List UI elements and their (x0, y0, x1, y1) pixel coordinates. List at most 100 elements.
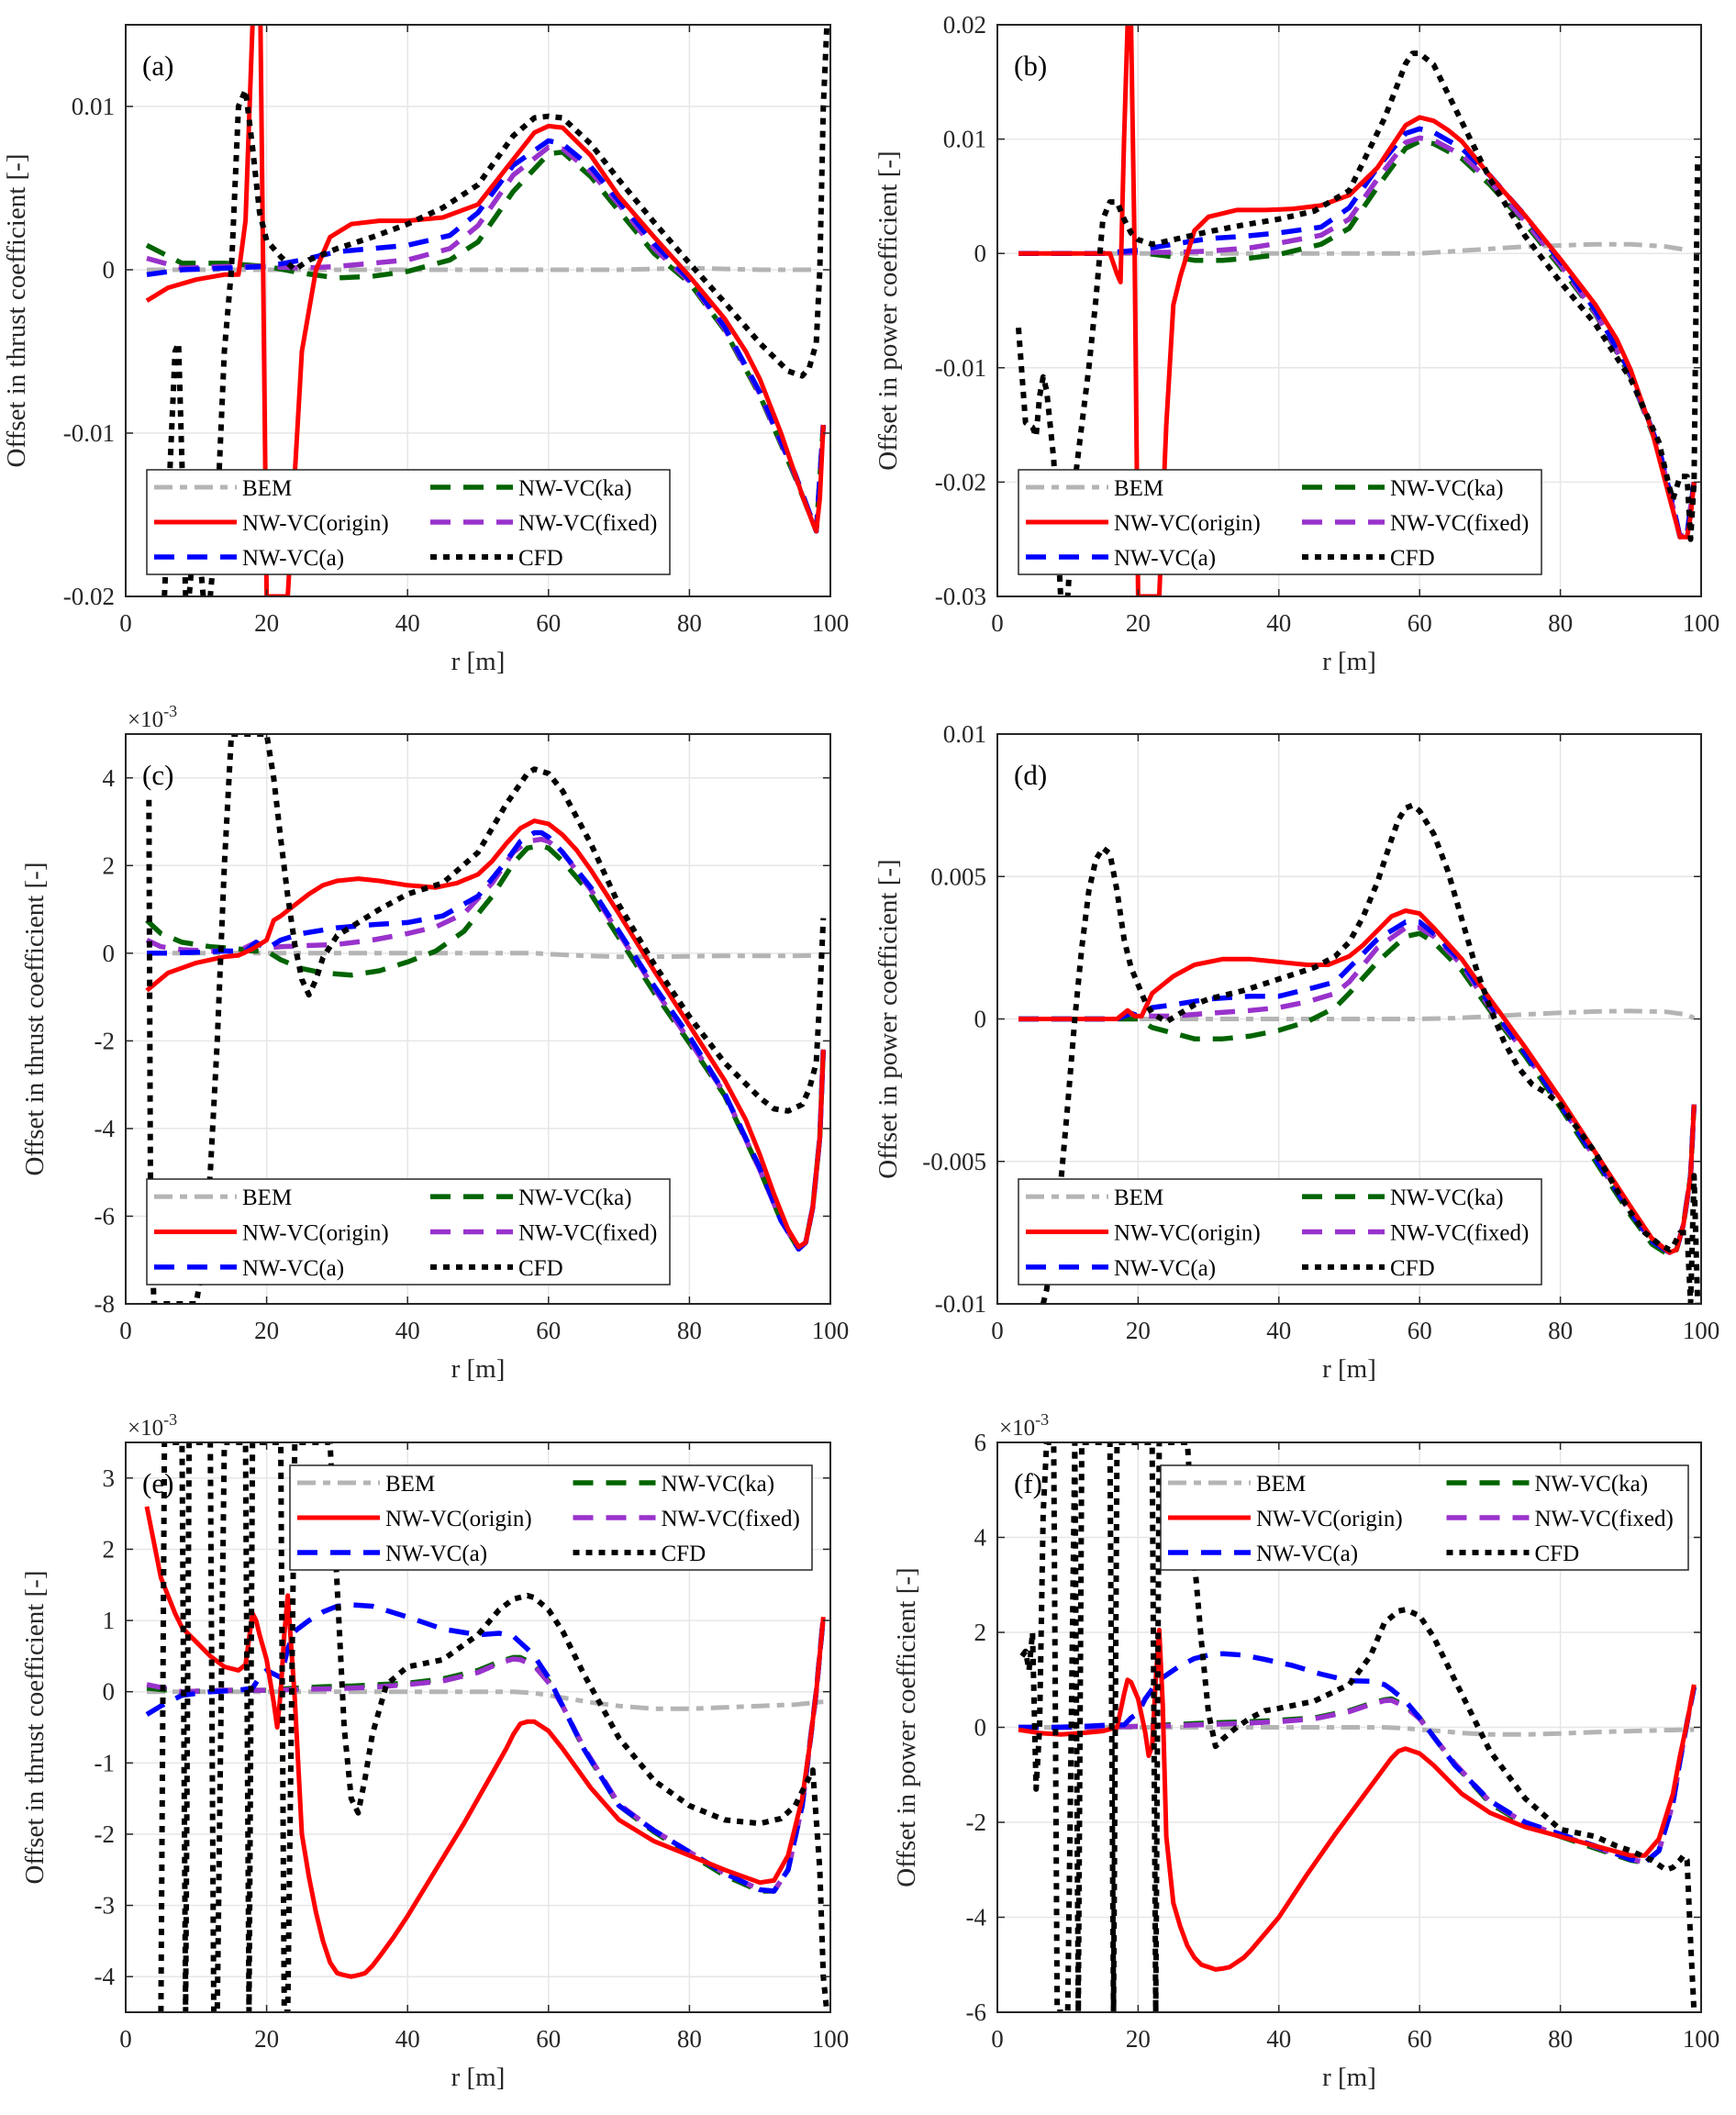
x-tick-label: 40 (1266, 2025, 1291, 2053)
y-axis-label: Offset in power coefficient [-] (892, 1567, 921, 1887)
x-tick-label: 20 (1126, 1317, 1151, 1344)
panel-a: 0 20 40 60 80 100 -0.02 -0.01 0 0.01 r [m] Offset i… (2, 24, 850, 676)
series-group (1018, 1442, 1697, 2012)
legend: BEM NW-VC(origin) NW-VC(a) NW-VC(ka) NW-VC(f… (146, 1178, 671, 1286)
x-tick-label: 40 (395, 1317, 420, 1344)
legend-label: NW-VC(a) (1114, 1256, 1216, 1281)
legend-label: NW-VC(fixed) (1390, 511, 1529, 536)
x-tick-label: 100 (1683, 2025, 1720, 2053)
series-group (145, 734, 827, 1304)
axes-box (125, 1442, 831, 2013)
series-group (1018, 802, 1701, 1304)
y-tick-label: 1 (103, 1607, 116, 1634)
y-tick-label: -0.005 (922, 1148, 986, 1175)
y-tick-label: -0.03 (935, 583, 986, 610)
x-axis-label: r [m] (451, 647, 506, 676)
series-line-bem (147, 951, 824, 960)
y-axis-label: Offset in thrust coefficient [-] (20, 863, 50, 1176)
y-tick-label: 4 (974, 1524, 987, 1552)
axes-box (996, 24, 1702, 597)
x-tick-label: 0 (119, 2025, 132, 2053)
series-line-bem (1018, 1008, 1696, 1021)
y-tick-label: -1 (95, 1749, 116, 1776)
x-tick-label: 60 (1408, 1317, 1432, 1344)
y-tick-label: -6 (95, 1202, 116, 1230)
x-tick-label: 40 (395, 609, 420, 637)
legend-label: BEM (1114, 476, 1163, 501)
y-tick-label: -6 (966, 1998, 987, 2026)
series-line-nw-vc-origin (1018, 1627, 1697, 1972)
legend-label: NW-VC(fixed) (662, 1507, 800, 1531)
x-tick-label: 0 (991, 609, 1004, 637)
y-tick-label: 0 (103, 940, 116, 967)
series-line-bem (1018, 241, 1688, 256)
x-tick-label: 40 (1266, 1317, 1291, 1344)
x-axis-label: r [m] (451, 1354, 506, 1384)
x-tick-label: 80 (1548, 1317, 1573, 1344)
legend-label: CFD (662, 1542, 707, 1566)
y-tick-label: -0.01 (935, 354, 986, 382)
series-line-nw-vc-fixed (146, 144, 827, 534)
legend-label: NW-VC(a) (1256, 1542, 1358, 1566)
series-line-bem (147, 265, 817, 273)
legend-label: NW-VC(ka) (518, 476, 632, 501)
y-tick-label: -8 (95, 1290, 116, 1318)
legend-label: BEM (385, 1472, 435, 1497)
panel-c: 0 20 40 60 80 100 -8 -6 -4 -2 0 2 4 ×10-3 r [m] Offset … (20, 702, 849, 1384)
x-tick-label: 20 (254, 609, 279, 637)
x-tick-label: 60 (536, 2025, 561, 2053)
series-line-nw-vc-a (1018, 1651, 1697, 1865)
x-axis-label: r [m] (1322, 1354, 1376, 1384)
legend-label: NW-VC(a) (242, 1256, 344, 1281)
y-axis-label: Offset in power coefficient [-] (874, 150, 903, 470)
legend-label: NW-VC(fixed) (518, 511, 657, 536)
series-line-cfd (1040, 802, 1701, 1304)
x-tick-label: 60 (536, 609, 561, 637)
series-line-nw-vc-a (1018, 126, 1697, 540)
series-line-nw-vc-origin (145, 25, 826, 596)
x-tick-label: 20 (1126, 609, 1151, 637)
legend: BEM NW-VC(origin) NW-VC(a) NW-VC(ka) NW-VC(f… (1018, 469, 1542, 575)
legend-label: NW-VC(a) (385, 1542, 487, 1566)
axis-exponent-label: ×10-3 (128, 702, 177, 732)
legend-label: NW-VC(a) (242, 546, 344, 571)
x-tick-label: 60 (536, 1317, 561, 1344)
legend-label: NW-VC(ka) (1390, 1186, 1504, 1210)
x-tick-label: 60 (1408, 2025, 1432, 2053)
x-tick-label: 60 (1408, 609, 1432, 637)
y-tick-label: 0 (103, 1678, 116, 1706)
series-line-nw-vc-fixed (146, 1616, 827, 1894)
y-tick-label: -2 (966, 1809, 987, 1836)
x-axis-label: r [m] (451, 2063, 506, 2092)
legend-label: NW-VC(fixed) (518, 1221, 657, 1246)
panel-label: (b) (1014, 50, 1047, 82)
legend-label: BEM (242, 476, 292, 501)
legend-label: BEM (1114, 1186, 1163, 1210)
y-tick-label: 0.02 (943, 11, 986, 39)
series-line-cfd (146, 734, 827, 1304)
panel-label: (e) (142, 1467, 173, 1499)
legend-label: CFD (518, 1256, 563, 1281)
x-tick-label: 40 (1266, 609, 1291, 637)
legend-label: NW-VC(origin) (242, 511, 389, 536)
legend: BEM NW-VC(origin) NW-VC(a) NW-VC(ka) NW-VC(f… (1160, 1464, 1689, 1571)
x-tick-label: 20 (1126, 2025, 1151, 2053)
legend-label: NW-VC(ka) (1535, 1472, 1649, 1497)
y-tick-label: 0.01 (943, 126, 986, 153)
y-tick-label: -4 (95, 1963, 116, 1990)
y-tick-label: 0 (974, 1714, 987, 1742)
legend-label: NW-VC(origin) (385, 1507, 532, 1531)
legend-label: CFD (518, 546, 563, 571)
series-line-nw-vc-ka (145, 843, 827, 1252)
series-line-nw-vc-origin (145, 818, 826, 1250)
x-tick-label: 0 (991, 2025, 1004, 2053)
legend-label: NW-VC(ka) (1390, 476, 1504, 501)
y-tick-label: 0 (103, 256, 116, 284)
y-tick-label: 2 (974, 1619, 987, 1646)
x-tick-label: 20 (254, 2025, 279, 2053)
y-tick-label: -0.02 (935, 468, 986, 495)
x-tick-label: 100 (812, 609, 850, 637)
panel-label: (d) (1014, 759, 1047, 791)
series-line-nw-vc-a (146, 138, 827, 534)
legend-label: CFD (1535, 1542, 1580, 1566)
